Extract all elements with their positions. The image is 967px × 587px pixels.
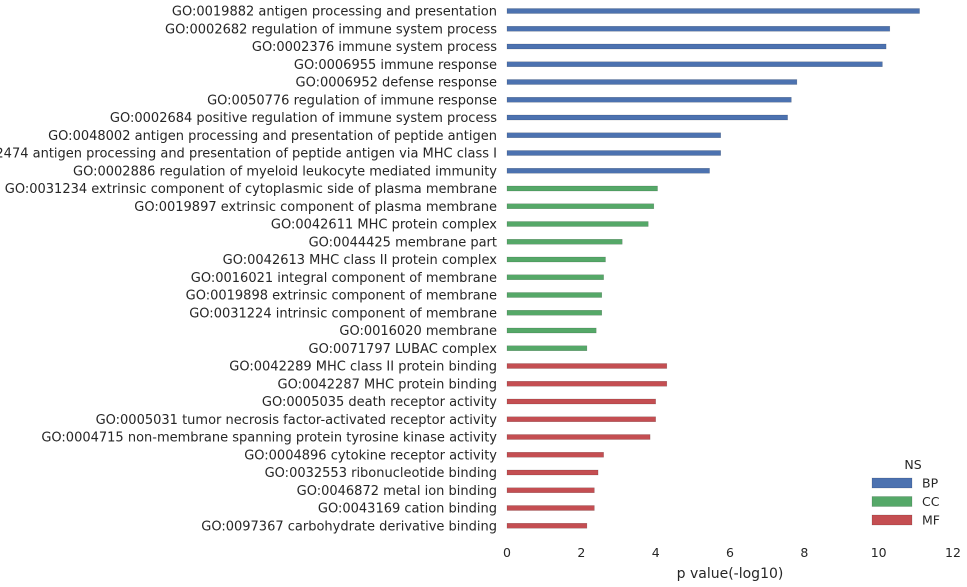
category-label: GO:0042613 MHC class II protein complex	[223, 253, 498, 268]
bar-cc	[506, 256, 606, 263]
category-label: GO:0097367 carbohydrate derivative bindi…	[201, 519, 497, 534]
category-label: GO:0004715 non-membrane spanning protein…	[41, 431, 497, 446]
x-tick-label: 2	[577, 545, 585, 560]
category-label: GO:0019882 antigen processing and presen…	[172, 5, 497, 20]
x-axis-ticks: 0 2 4 6 8 10 12	[503, 545, 961, 560]
bar-cc	[506, 185, 658, 192]
bar-bp	[506, 8, 920, 14]
bar-mf	[506, 523, 588, 529]
legend-swatch-cc	[871, 496, 913, 507]
category-labels: GO:0019882 antigen processing and presen…	[0, 5, 497, 535]
x-tick-label: 6	[726, 545, 734, 560]
bar-bp	[506, 150, 721, 156]
category-label: GO:0002684 positive regulation of immune…	[110, 111, 497, 126]
x-axis-label: p value(-log10)	[677, 566, 784, 582]
bar-bp	[506, 43, 887, 50]
bar-mf	[506, 363, 668, 369]
category-label: GO:0032553 ribonucleotide binding	[265, 466, 497, 481]
bar-cc	[506, 345, 588, 351]
category-label: GO:0071797 LUBAC complex	[309, 342, 498, 357]
category-label: GO:0016020 membrane	[339, 324, 497, 339]
bar-mf	[506, 452, 604, 458]
category-label: GO:0042287 MHC protein binding	[278, 377, 498, 392]
legend-label-bp: BP	[922, 476, 939, 491]
bar-cc	[506, 327, 597, 334]
category-label: GO:0006952 defense response	[296, 76, 498, 91]
bar-mf	[506, 381, 668, 387]
bar-cc	[506, 239, 623, 245]
bar-cc	[506, 292, 603, 298]
category-label: GO:0048002 antigen processing and presen…	[48, 129, 497, 144]
bar-cc	[506, 203, 655, 209]
bar-mf	[506, 398, 656, 405]
category-label: GO:0016021 integral component of membran…	[191, 271, 497, 286]
category-label: GO:0004896 cytokine receptor activity	[244, 448, 497, 463]
category-label: GO:0019897 extrinsic component of plasma…	[134, 200, 497, 215]
legend-title: NS	[904, 457, 921, 472]
bar-mf	[506, 487, 595, 493]
bar-bp	[506, 168, 710, 174]
legend-label-cc: CC	[922, 494, 940, 509]
category-label: GO:0046872 metal ion binding	[297, 484, 497, 499]
category-label: GO:0002474 antigen processing and presen…	[0, 147, 497, 162]
bars-layer	[506, 8, 920, 529]
category-label: GO:0005035 death receptor activity	[262, 395, 497, 410]
bar-cc	[506, 274, 604, 280]
bar-bp	[506, 61, 883, 67]
bar-bp	[506, 79, 798, 85]
category-label: GO:0042611 MHC protein complex	[271, 218, 497, 233]
legend: NS BP CC MF	[871, 457, 940, 528]
category-label: GO:0005031 tumor necrosis factor-activat…	[96, 413, 498, 428]
legend-swatch-bp	[871, 477, 913, 489]
category-label: GO:0006955 immune response	[294, 58, 497, 73]
bar-mf	[506, 434, 651, 440]
category-label: GO:0050776 regulation of immune response	[207, 93, 497, 108]
category-label: GO:0031234 extrinsic component of cytopl…	[5, 182, 497, 197]
legend-swatch-mf	[871, 514, 913, 526]
category-label: GO:0031224 intrinsic component of membra…	[189, 306, 497, 321]
x-tick-label: 10	[871, 545, 887, 560]
bar-bp	[506, 26, 891, 32]
category-label: GO:0019898 extrinsic component of membra…	[186, 289, 497, 304]
bar-cc	[506, 310, 603, 316]
legend-label-mf: MF	[922, 513, 940, 528]
bar-bp	[506, 114, 788, 121]
bar-mf	[506, 469, 599, 476]
category-label: GO:0002376 immune system process	[252, 40, 497, 55]
category-label: GO:0043169 cation binding	[318, 502, 497, 517]
bar-bp	[506, 132, 721, 138]
x-tick-label: 4	[652, 545, 660, 560]
category-label: GO:0044425 membrane part	[309, 235, 497, 250]
x-tick-label: 0	[503, 545, 511, 560]
x-tick-label: 12	[945, 545, 961, 560]
bar-bp	[506, 97, 792, 103]
category-label: GO:0042289 MHC class II protein binding	[229, 360, 497, 375]
bar-mf	[506, 416, 656, 422]
x-tick-label: 8	[800, 545, 808, 560]
category-label: GO:0002886 regulation of myeloid leukocy…	[73, 164, 497, 179]
bar-cc	[506, 221, 649, 227]
category-label: GO:0002682 regulation of immune system p…	[165, 22, 497, 37]
bar-mf	[506, 505, 595, 511]
